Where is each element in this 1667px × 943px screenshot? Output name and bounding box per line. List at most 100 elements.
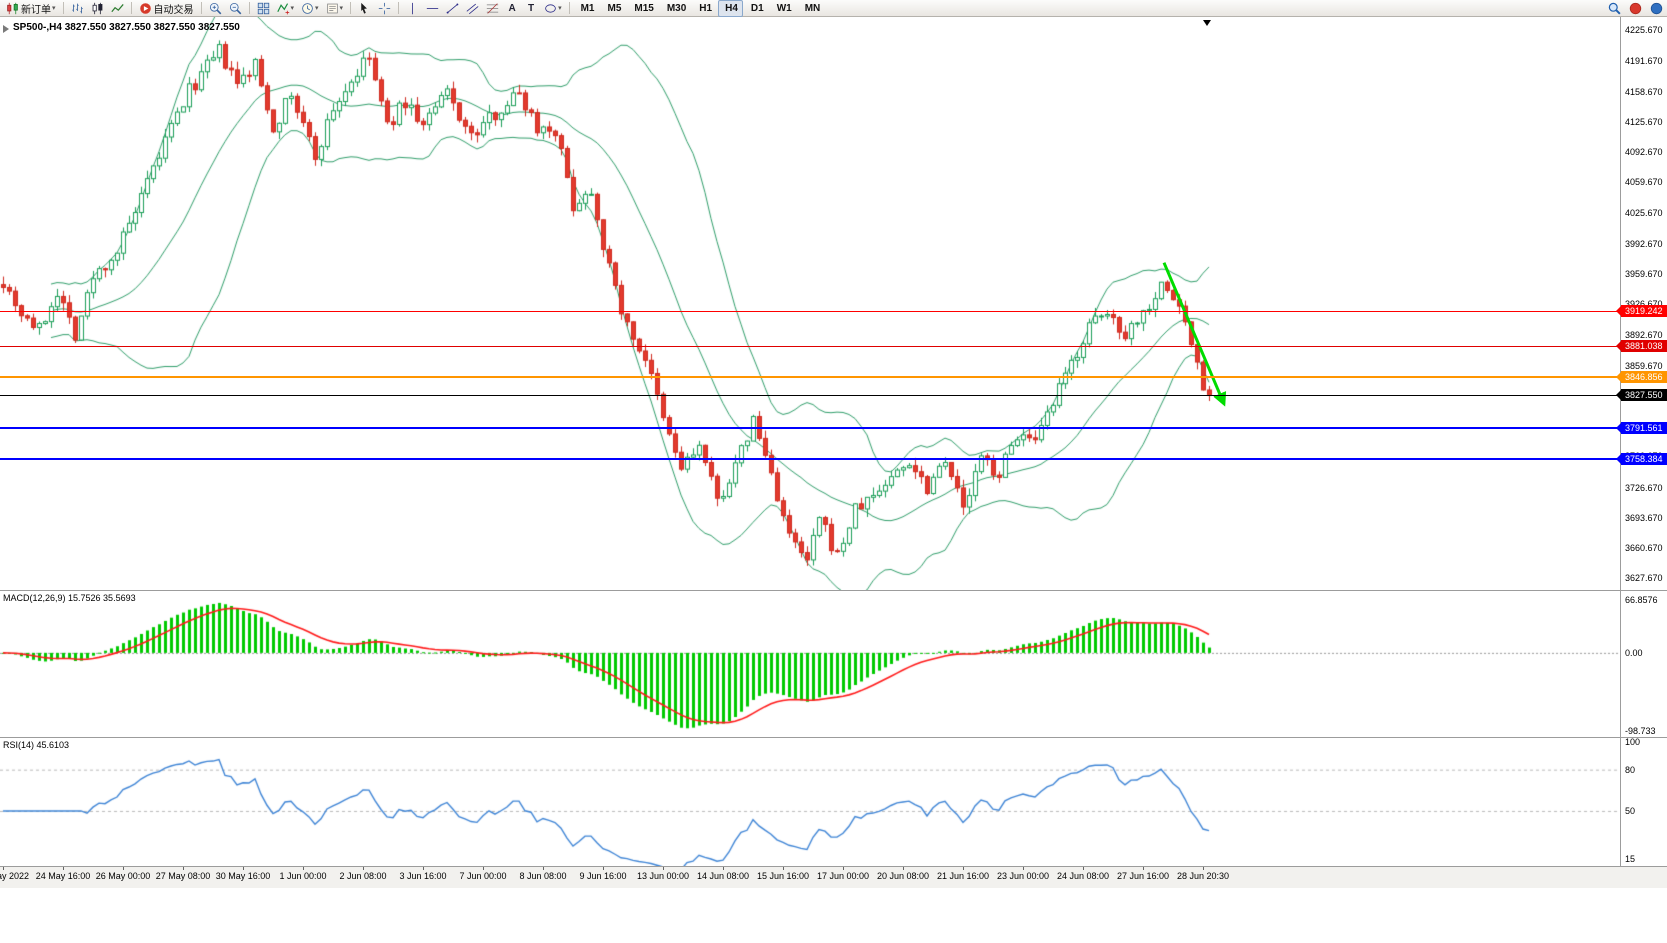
chart-candles-button[interactable] bbox=[88, 0, 107, 17]
horizontal-line-button[interactable] bbox=[423, 0, 442, 17]
crosshair-button[interactable] bbox=[375, 0, 394, 17]
periods-button[interactable]: ▾ bbox=[298, 0, 322, 17]
caret-down-icon: ▾ bbox=[315, 5, 319, 12]
time-axis-tick bbox=[723, 867, 724, 870]
tag-notch-icon bbox=[1616, 423, 1621, 434]
timeframe-h4-button[interactable]: H4 bbox=[718, 0, 743, 17]
macd-panel-divider[interactable] bbox=[0, 590, 1667, 591]
price-axis-label: 4158.670 bbox=[1625, 86, 1663, 97]
rsi-axis-label: 50 bbox=[1625, 805, 1636, 816]
horizontal-line-icon bbox=[426, 2, 439, 15]
blue-circle-icon bbox=[1650, 2, 1663, 15]
one-click-trading-toggle[interactable] bbox=[3, 25, 9, 33]
tag-notch-icon bbox=[1616, 341, 1621, 352]
vertical-line-button[interactable] bbox=[403, 0, 422, 17]
trendline-button[interactable] bbox=[443, 0, 462, 17]
time-axis-tick bbox=[903, 867, 904, 870]
indicators-icon bbox=[276, 2, 290, 15]
templates-button[interactable]: ▾ bbox=[323, 0, 347, 17]
new-order-button[interactable]: 新订单 ▾ bbox=[3, 0, 59, 17]
auto-trading-button[interactable]: 自动交易 bbox=[136, 0, 197, 17]
timeframe-m5-button[interactable]: M5 bbox=[600, 0, 626, 17]
time-axis-tick bbox=[3, 867, 4, 870]
arrows-button[interactable]: ▾ bbox=[541, 0, 565, 17]
price-line-3758.384[interactable] bbox=[0, 457, 1620, 460]
mql5-red-button[interactable] bbox=[1626, 0, 1645, 17]
time-axis-label: 23 May 2022 bbox=[0, 871, 30, 881]
price-tag-3881.038[interactable]: 3881.038 bbox=[1616, 340, 1667, 353]
price-line-3791.561[interactable] bbox=[0, 427, 1620, 430]
time-axis-label: 27 Jun 16:00 bbox=[1116, 871, 1170, 881]
price-line-3919.242[interactable] bbox=[0, 311, 1620, 313]
timeframe-w1-button[interactable]: W1 bbox=[770, 0, 797, 17]
timeframe-mn-button[interactable]: MN bbox=[798, 0, 826, 17]
time-axis-tick bbox=[423, 867, 424, 870]
equidistant-channel-button[interactable] bbox=[463, 0, 482, 17]
timeframe-m30-button[interactable]: M30 bbox=[660, 0, 691, 17]
caret-down-icon: ▾ bbox=[558, 5, 562, 12]
time-axis-tick bbox=[363, 867, 364, 870]
time-axis-tick bbox=[1203, 867, 1204, 870]
time-axis-label: 13 Jun 00:00 bbox=[636, 871, 690, 881]
zoom-in-button[interactable] bbox=[206, 0, 225, 17]
channel-icon bbox=[466, 2, 479, 15]
price-line-3827.550[interactable] bbox=[0, 395, 1620, 397]
macd-label: MACD(12,26,9) 15.7526 35.5693 bbox=[3, 593, 136, 603]
time-axis-label: 24 May 16:00 bbox=[35, 871, 91, 881]
periods-icon bbox=[301, 2, 314, 15]
rsi-panel-divider[interactable] bbox=[0, 737, 1667, 738]
price-axis-label: 4191.670 bbox=[1625, 56, 1663, 67]
timeframe-h4-button-label: H4 bbox=[725, 2, 738, 14]
toolbar-separator bbox=[200, 2, 202, 14]
timeframe-m1-button[interactable]: M1 bbox=[574, 0, 600, 17]
indicators-button[interactable]: ▾ bbox=[274, 0, 298, 17]
fibonacci-button[interactable] bbox=[483, 0, 502, 17]
text-button[interactable]: A bbox=[503, 0, 521, 17]
chart-shift-marker[interactable] bbox=[1203, 20, 1211, 26]
rsi-label: RSI(14) 45.6103 bbox=[3, 740, 70, 750]
chart-line-button[interactable] bbox=[108, 0, 127, 17]
text-label-icon: T bbox=[528, 2, 535, 14]
tag-notch-icon bbox=[1616, 372, 1621, 383]
templates-icon bbox=[326, 2, 339, 15]
text-label-button[interactable]: T bbox=[522, 0, 540, 17]
price-line-3881.038[interactable] bbox=[0, 346, 1620, 348]
tag-notch-icon bbox=[1616, 390, 1621, 401]
price-tag-3758.384[interactable]: 3758.384 bbox=[1616, 452, 1667, 465]
price-tag-3846.856[interactable]: 3846.856 bbox=[1616, 371, 1667, 384]
timeframe-m15-button[interactable]: M15 bbox=[627, 0, 658, 17]
search-button[interactable] bbox=[1605, 0, 1624, 17]
toolbar-separator bbox=[568, 2, 570, 14]
chart-bars-button[interactable] bbox=[68, 0, 87, 17]
time-axis-label: 30 May 16:00 bbox=[215, 871, 271, 881]
timeframe-m15-button-label: M15 bbox=[634, 2, 654, 14]
price-axis-label: 4225.670 bbox=[1625, 25, 1663, 36]
time-axis-label: 23 Jun 00:00 bbox=[996, 871, 1050, 881]
time-axis-tick bbox=[543, 867, 544, 870]
time-axis[interactable] bbox=[0, 866, 1667, 888]
price-tag-3791.561[interactable]: 3791.561 bbox=[1616, 422, 1667, 435]
time-axis-tick bbox=[963, 867, 964, 870]
price-line-3846.856[interactable] bbox=[0, 376, 1620, 379]
price-tag-3919.242[interactable]: 3919.242 bbox=[1616, 305, 1667, 318]
time-axis-tick bbox=[1083, 867, 1084, 870]
cursor-button[interactable] bbox=[355, 0, 374, 17]
timeframe-h1-button[interactable]: H1 bbox=[692, 0, 717, 17]
time-axis-label: 2 Jun 08:00 bbox=[339, 871, 387, 881]
tile-windows-button[interactable] bbox=[254, 0, 273, 17]
timeframe-d1-button[interactable]: D1 bbox=[744, 0, 769, 17]
time-axis-tick bbox=[1023, 867, 1024, 870]
mql5-blue-button[interactable] bbox=[1647, 0, 1666, 17]
toolbar-right-group bbox=[1605, 0, 1667, 17]
time-axis-label: 9 Jun 16:00 bbox=[579, 871, 627, 881]
toolbar-separator bbox=[130, 2, 132, 14]
zoom-out-button[interactable] bbox=[226, 0, 245, 17]
price-axis[interactable] bbox=[1621, 17, 1667, 866]
price-axis-label: 3859.670 bbox=[1625, 360, 1663, 371]
time-axis-label: 24 Jun 08:00 bbox=[1056, 871, 1110, 881]
price-chart-canvas[interactable] bbox=[0, 17, 1620, 590]
text-icon: A bbox=[508, 2, 516, 14]
vertical-line-icon bbox=[406, 2, 419, 15]
price-tag-3827.550[interactable]: 3827.550 bbox=[1616, 389, 1667, 402]
trendline-icon bbox=[446, 2, 459, 15]
